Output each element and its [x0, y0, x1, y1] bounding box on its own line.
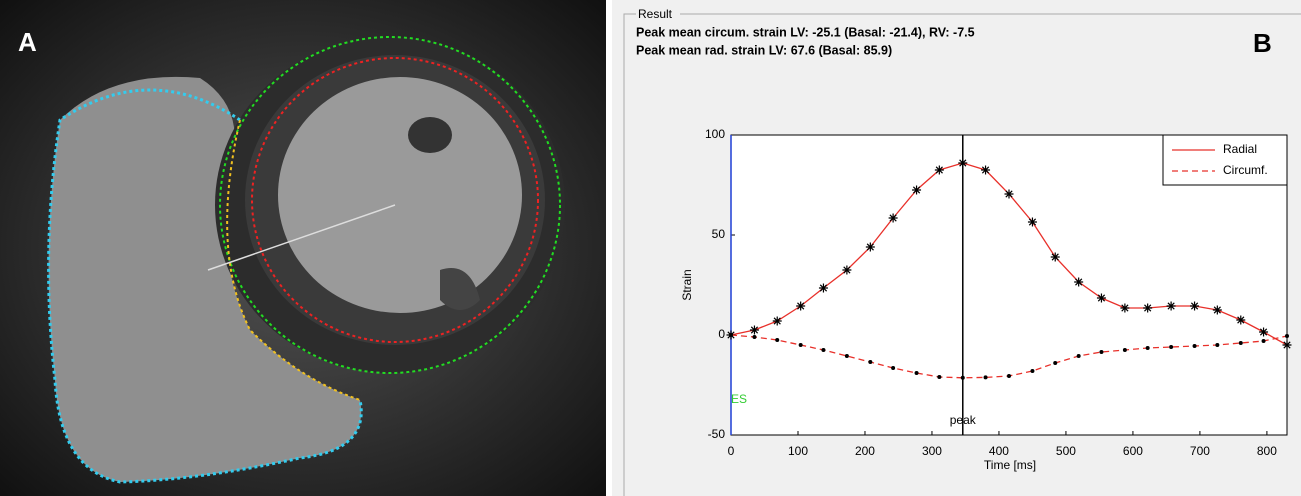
x-tick-label: 800: [1257, 444, 1277, 458]
data-point: [1120, 303, 1130, 313]
data-point: [983, 375, 988, 380]
data-point: [772, 316, 782, 326]
data-point: [1259, 327, 1269, 337]
mri-image: A: [0, 0, 606, 496]
data-point: [888, 213, 898, 223]
x-tick-label: 400: [989, 444, 1009, 458]
result-line: Peak mean circum. strain LV: -25.1 (Basa…: [636, 25, 975, 39]
data-point: [958, 158, 968, 168]
data-point: [1027, 217, 1037, 227]
data-point: [868, 360, 873, 364]
data-point: [844, 354, 849, 358]
data-point: [729, 333, 733, 337]
data-point: [796, 301, 806, 311]
data-point: [1096, 293, 1106, 303]
legend-label: Circumf.: [1223, 163, 1268, 177]
data-point: [821, 348, 826, 352]
x-axis-label: Time [ms]: [984, 458, 1036, 472]
data-point: [1145, 346, 1150, 350]
data-point: [842, 265, 852, 275]
data-point: [1076, 354, 1081, 358]
data-point: [798, 343, 803, 347]
data-point: [1050, 252, 1060, 262]
data-point: [1122, 348, 1127, 352]
data-point: [937, 375, 942, 379]
result-line: Peak mean rad. strain LV: 67.6 (Basal: 8…: [636, 43, 892, 57]
x-tick-label: 300: [922, 444, 942, 458]
data-point: [1285, 334, 1289, 338]
data-point: [1074, 277, 1084, 287]
panel-label: B: [1253, 28, 1272, 58]
x-tick-label: 100: [788, 444, 808, 458]
x-tick-label: 700: [1190, 444, 1210, 458]
data-point: [891, 366, 896, 370]
x-tick-label: 0: [728, 444, 735, 458]
panel-label: A: [18, 27, 37, 57]
legend-box: [1162, 134, 1288, 186]
x-tick-label: 500: [1056, 444, 1076, 458]
data-point: [1169, 345, 1174, 349]
data-point: [1166, 301, 1176, 311]
legend-label: Radial: [1223, 142, 1257, 156]
y-tick-label: 100: [705, 127, 725, 141]
data-point: [1238, 341, 1243, 345]
data-point: [1099, 350, 1104, 354]
y-axis-label: Strain: [680, 269, 694, 300]
data-point: [1053, 361, 1058, 365]
data-point: [1007, 374, 1011, 378]
data-point: [1236, 315, 1246, 325]
data-point: [934, 165, 944, 175]
annotation-label: ES: [731, 392, 747, 406]
data-point: [1282, 340, 1292, 350]
data-point: [1212, 305, 1222, 315]
annotation-label: peak: [950, 413, 977, 427]
groupbox-border: [623, 13, 636, 496]
data-point: [775, 338, 780, 342]
data-point: [1030, 369, 1035, 373]
y-tick-label: 0: [718, 327, 725, 341]
data-point: [1190, 301, 1200, 311]
data-point: [1004, 189, 1014, 199]
x-tick-label: 200: [855, 444, 875, 458]
data-point: [1143, 303, 1153, 313]
data-point: [818, 283, 828, 293]
x-tick-label: 600: [1123, 444, 1143, 458]
data-point: [752, 335, 757, 339]
data-point: [981, 165, 991, 175]
data-point: [1261, 339, 1266, 343]
data-point: [749, 325, 759, 335]
y-tick-label: -50: [708, 427, 726, 441]
y-tick-label: 50: [712, 227, 726, 241]
data-point: [912, 185, 922, 195]
data-point: [914, 371, 919, 375]
data-point: [865, 242, 875, 252]
groupbox-title: Result: [638, 7, 673, 21]
data-point: [1192, 344, 1197, 348]
data-point: [1215, 343, 1220, 347]
data-point: [960, 375, 965, 380]
